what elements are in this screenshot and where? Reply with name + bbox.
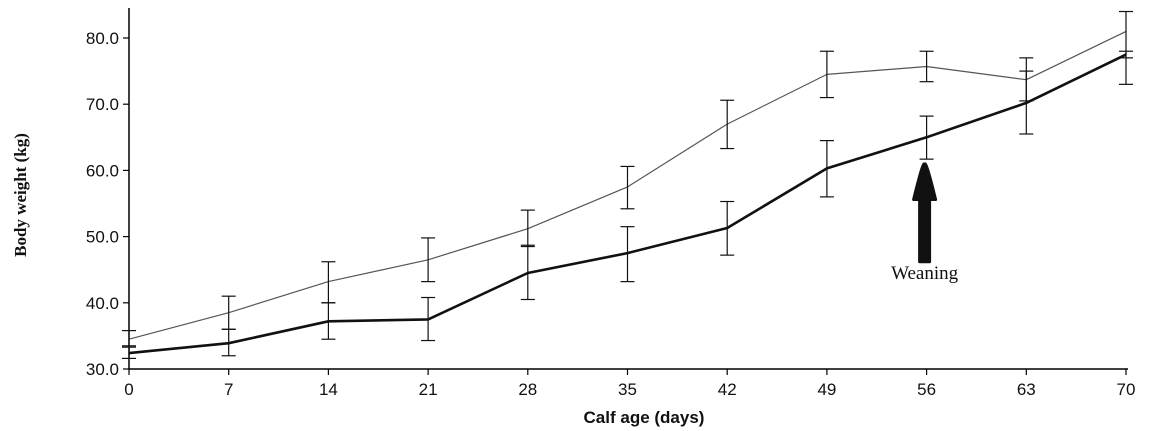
series-layer [122,10,1133,360]
x-tick-label: 56 [917,380,936,399]
y-tick-label: 40.0 [86,294,119,313]
x-tick-label: 35 [618,380,637,399]
x-tick-label: 70 [1117,380,1136,399]
weaning-annotation: Weaning [891,263,959,284]
annotation-layer: Weaning [891,162,959,284]
y-tick-label: 30.0 [86,360,119,379]
x-tick-label: 21 [419,380,438,399]
y-tick-label: 60.0 [86,161,119,180]
y-tick-label: 70.0 [86,95,119,114]
axes: 0 7 14 21 28 35 42 49 56 63 70 30.0 40.0 50.0 60.0 70.0… [86,8,1136,399]
x-tick-label: 14 [319,380,338,399]
series-thin [122,10,1133,347]
x-tick-label: 49 [817,380,836,399]
x-tick-label: 42 [718,380,737,399]
x-tick-label: 7 [224,380,233,399]
x-tick-label: 0 [124,380,133,399]
y-axis-label: Body weight (kg) [11,133,30,257]
x-axis-label: Calf age (days) [584,408,705,427]
y-tick-label: 50.0 [86,228,119,247]
weaning-arrow-icon [912,162,938,264]
series-thick [122,50,1133,360]
x-tick-label: 28 [518,380,537,399]
y-tick-label: 80.0 [86,29,119,48]
x-tick-label: 63 [1017,380,1036,399]
